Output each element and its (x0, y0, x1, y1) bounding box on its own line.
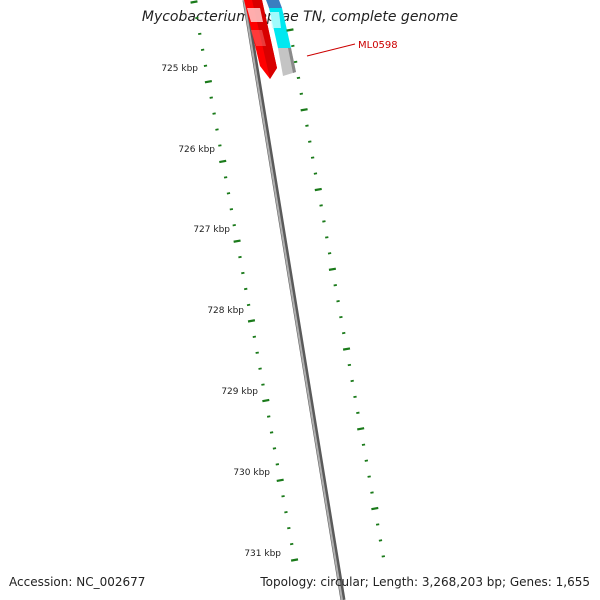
inner-tick-mark (198, 32, 202, 36)
inner-tick-mark (232, 224, 236, 227)
outer-tick-mark (367, 475, 371, 478)
inner-tick-mark (209, 96, 213, 99)
outer-tick-mark (356, 411, 360, 414)
gene-label-leader (306, 43, 356, 57)
inner-tick-mark (275, 463, 280, 466)
outer-tick-mark (305, 124, 309, 127)
inner-tick-mark (233, 239, 241, 243)
inner-tick-mark (287, 526, 291, 530)
inner-tick-mark (243, 287, 248, 291)
outer-tick-mark (319, 204, 323, 207)
outer-tick-mark (327, 252, 332, 255)
inner-tick-mark (212, 112, 216, 115)
outer-tick-mark (296, 76, 301, 80)
forward-gene-feature[interactable] (244, 0, 277, 79)
inner-tick-mark (200, 48, 205, 51)
gene-ml0598-feature[interactable] (266, 0, 296, 76)
outer-tick-mark (347, 363, 352, 367)
inner-tick-mark (281, 495, 285, 498)
outer-tick-mark (339, 315, 343, 319)
outer-tick-mark (341, 331, 346, 335)
outer-tick-mark (291, 44, 295, 48)
inner-tick-mark (190, 0, 198, 4)
inner-tick-mark (290, 558, 299, 562)
outer-tick-mark (322, 220, 326, 223)
tick-label-731: 731 kbp (244, 549, 281, 559)
map-title: Mycobacterium leprae TN, complete genome (141, 9, 459, 25)
outer-tick-mark (364, 459, 369, 462)
outer-tick-mark (375, 523, 380, 526)
tick-label-730: 730 kbp (233, 468, 270, 478)
outer-tick-mark (313, 172, 318, 175)
inner-tick-mark (229, 208, 234, 211)
outer-tick-mark (371, 506, 379, 511)
outer-tick-mark (353, 395, 357, 399)
inner-tick-mark (266, 415, 271, 418)
gene-label-ml0598[interactable]: ML0598 (358, 40, 398, 51)
outer-tick-mark (378, 539, 383, 542)
inner-tick-mark (261, 383, 265, 386)
inner-tick-mark (258, 367, 262, 370)
outer-tick-mark (299, 92, 304, 95)
topology-text: Topology: circular; Length: 3,268,203 bp… (260, 575, 590, 589)
outer-tick-mark (357, 427, 365, 431)
accession-text: Accession: NC_002677 (9, 575, 146, 589)
inner-tick-mark (255, 351, 259, 354)
outer-tick-mark (350, 379, 354, 383)
inner-tick-mark (203, 64, 208, 67)
outer-tick-mark (293, 60, 298, 64)
outer-tick-mark (333, 284, 337, 287)
inner-tick-mark (289, 542, 294, 546)
inner-tick-mark (276, 478, 284, 482)
tick-label-725: 725 kbp (161, 64, 198, 74)
inner-tick-mark (284, 511, 288, 514)
tick-label-728: 728 kbp (207, 306, 244, 316)
outer-tick-mark (381, 555, 386, 558)
inner-tick-mark (219, 159, 227, 164)
inner-tick-mark (252, 335, 257, 338)
inner-tick-mark (215, 128, 219, 131)
outer-tick-mark (328, 267, 337, 271)
inner-tick-mark (269, 431, 274, 434)
inner-tick-mark (262, 398, 270, 403)
tick-label-727: 727 kbp (193, 225, 230, 235)
outer-tick-mark (310, 156, 315, 159)
outer-tick-mark (342, 347, 351, 351)
outer-tick-mark (314, 187, 322, 192)
inner-tick-mark (272, 447, 277, 450)
inner-tick-mark (238, 255, 242, 259)
tick-label-729: 729 kbp (221, 387, 258, 397)
inner-tick-mark (241, 271, 245, 275)
outer-tick-mark (286, 28, 294, 32)
inner-tick-ring (190, 0, 299, 562)
outer-tick-mark (325, 236, 329, 239)
outer-tick-mark (308, 140, 312, 143)
inner-tick-mark (223, 176, 228, 179)
inner-tick-mark (195, 16, 199, 20)
outer-tick-mark (336, 300, 340, 303)
tick-label-726: 726 kbp (178, 145, 215, 155)
inner-tick-mark (204, 80, 213, 84)
inner-tick-mark (218, 144, 222, 147)
outer-tick-mark (361, 443, 366, 446)
tick-labels: 725 kbp 726 kbp 727 kbp 728 kbp 729 kbp … (161, 64, 281, 559)
inner-tick-mark (247, 319, 256, 323)
outer-tick-mark (370, 491, 374, 494)
inner-tick-mark (246, 303, 251, 307)
inner-tick-mark (226, 192, 231, 195)
outer-tick-ring (286, 28, 386, 558)
genome-backbone (242, 0, 346, 600)
outer-tick-mark (300, 108, 308, 112)
